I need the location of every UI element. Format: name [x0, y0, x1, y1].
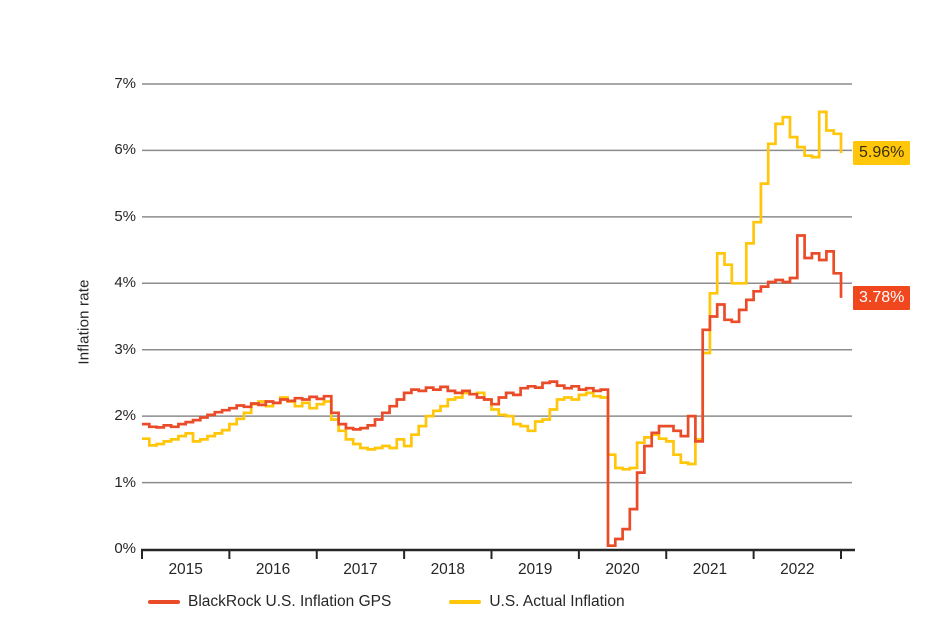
- y-tick-label: 3%: [114, 340, 136, 358]
- legend-item-actual: U.S. Actual Inflation: [449, 593, 625, 611]
- y-tick-label: 1%: [114, 473, 136, 491]
- chart-legend: BlackRock U.S. Inflation GPS U.S. Actual…: [148, 593, 625, 611]
- gps-end-value-badge: 3.78%: [853, 286, 911, 310]
- actual-line-swatch-icon: [449, 600, 482, 604]
- legend-label-gps: BlackRock U.S. Inflation GPS: [188, 593, 392, 610]
- x-year-label: 2022: [780, 561, 815, 578]
- legend-item-gps: BlackRock U.S. Inflation GPS: [148, 593, 391, 611]
- actual-inflation-end-value-badge: 5.96%: [853, 141, 911, 165]
- gps-line-swatch-icon: [148, 600, 180, 604]
- y-tick-label: 2%: [114, 407, 136, 425]
- y-tick-label: 4%: [114, 274, 136, 292]
- x-year-label: 2021: [692, 561, 728, 578]
- y-tick-label: 6%: [114, 141, 136, 159]
- x-year-label: 2017: [343, 561, 378, 578]
- x-year-label: 2020: [605, 561, 640, 578]
- legend-label-actual: U.S. Actual Inflation: [489, 593, 625, 610]
- x-year-label: 2015: [168, 561, 203, 578]
- x-year-label: 2016: [255, 561, 291, 578]
- x-year-label: 2018: [430, 561, 466, 578]
- y-tick-label: 5%: [114, 207, 136, 225]
- y-tick-label: 7%: [114, 75, 136, 92]
- x-year-label: 2019: [517, 561, 553, 578]
- y-tick-label: 0%: [114, 540, 136, 557]
